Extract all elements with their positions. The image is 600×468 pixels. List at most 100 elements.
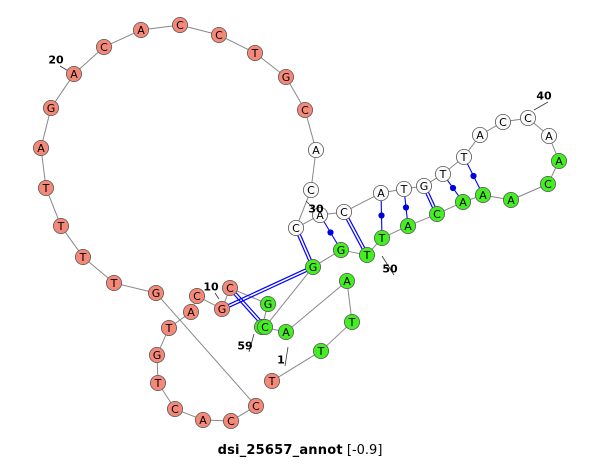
base-circle[interactable] [454, 193, 471, 210]
base-node[interactable]: A [454, 193, 471, 210]
base-node[interactable]: C [222, 412, 239, 429]
base-circle[interactable] [33, 139, 50, 156]
base-node[interactable]: T [246, 45, 263, 62]
base-node[interactable]: C [540, 175, 557, 192]
base-node[interactable]: T [38, 179, 55, 196]
base-node[interactable]: C [296, 102, 313, 119]
base-node[interactable]: A [474, 186, 491, 203]
base-circle[interactable] [38, 179, 55, 196]
base-circle[interactable] [358, 246, 375, 263]
base-node[interactable]: A [541, 127, 558, 144]
base-node[interactable]: G [148, 346, 165, 363]
base-node[interactable]: T [395, 180, 412, 197]
base-node[interactable]: C [166, 400, 183, 417]
base-node[interactable]: A [132, 21, 149, 38]
base-node[interactable]: C [256, 318, 273, 335]
base-node[interactable]: G [259, 295, 276, 312]
base-circle[interactable] [541, 127, 558, 144]
base-node[interactable]: G [277, 69, 294, 86]
base-node[interactable]: A [372, 184, 389, 201]
base-node[interactable]: C [188, 287, 205, 304]
base-circle[interactable] [399, 217, 416, 234]
base-node[interactable]: A [338, 272, 355, 289]
base-circle[interactable] [263, 372, 280, 389]
base-circle[interactable] [474, 186, 491, 203]
base-node[interactable]: A [277, 323, 294, 340]
base-node[interactable]: A [471, 127, 488, 144]
base-circle[interactable] [149, 374, 166, 391]
base-node[interactable]: G [415, 177, 432, 194]
base-node[interactable]: T [358, 246, 375, 263]
base-circle[interactable] [307, 141, 324, 158]
base-circle[interactable] [171, 16, 188, 33]
base-circle[interactable] [160, 319, 177, 336]
base-node[interactable]: C [494, 114, 511, 131]
base-circle[interactable] [540, 175, 557, 192]
base-node[interactable]: T [106, 274, 123, 291]
base-node[interactable]: T [343, 313, 360, 330]
base-node[interactable]: A [307, 141, 324, 158]
base-node[interactable]: G [147, 284, 164, 301]
base-circle[interactable] [520, 110, 537, 127]
base-node[interactable]: C [221, 279, 238, 296]
base-node[interactable]: T [75, 248, 92, 265]
base-circle[interactable] [277, 323, 294, 340]
base-circle[interactable] [277, 69, 294, 86]
base-circle[interactable] [373, 229, 390, 246]
base-circle[interactable] [247, 397, 264, 414]
base-node[interactable]: G [43, 100, 60, 117]
base-circle[interactable] [343, 313, 360, 330]
base-circle[interactable] [188, 287, 205, 304]
base-circle[interactable] [302, 181, 319, 198]
base-node[interactable]: T [373, 229, 390, 246]
base-node[interactable]: A [182, 303, 199, 320]
base-circle[interactable] [304, 258, 321, 275]
base-circle[interactable] [434, 165, 451, 182]
base-node[interactable]: T [455, 148, 472, 165]
base-node[interactable]: T [312, 342, 329, 359]
base-node[interactable]: C [520, 110, 537, 127]
base-circle[interactable] [246, 45, 263, 62]
base-circle[interactable] [312, 342, 329, 359]
base-node[interactable]: T [263, 372, 280, 389]
base-circle[interactable] [222, 412, 239, 429]
base-circle[interactable] [287, 219, 304, 236]
base-circle[interactable] [311, 206, 328, 223]
base-circle[interactable] [194, 411, 211, 428]
base-circle[interactable] [551, 152, 568, 169]
base-circle[interactable] [166, 400, 183, 417]
base-circle[interactable] [106, 274, 123, 291]
base-circle[interactable] [338, 272, 355, 289]
base-circle[interactable] [96, 39, 113, 56]
base-node[interactable]: A [33, 139, 50, 156]
base-node[interactable]: T [160, 319, 177, 336]
base-node[interactable]: G [332, 241, 349, 258]
base-circle[interactable] [502, 191, 519, 208]
base-circle[interactable] [415, 177, 432, 194]
base-node[interactable]: A [194, 411, 211, 428]
base-node[interactable]: C [335, 203, 352, 220]
base-circle[interactable] [66, 66, 83, 83]
base-circle[interactable] [43, 100, 60, 117]
base-node[interactable]: C [171, 16, 188, 33]
base-node[interactable]: C [210, 26, 227, 43]
base-circle[interactable] [147, 284, 164, 301]
base-circle[interactable] [132, 21, 149, 38]
base-circle[interactable] [259, 295, 276, 312]
base-node[interactable]: A [502, 191, 519, 208]
base-node[interactable]: A [66, 66, 83, 83]
base-circle[interactable] [210, 26, 227, 43]
base-circle[interactable] [182, 303, 199, 320]
base-node[interactable]: C [428, 205, 445, 222]
base-node[interactable]: C [287, 219, 304, 236]
base-circle[interactable] [53, 217, 70, 234]
base-node[interactable]: C [96, 39, 113, 56]
base-circle[interactable] [75, 248, 92, 265]
base-node[interactable]: A [399, 217, 416, 234]
base-node[interactable]: G [213, 300, 230, 317]
base-circle[interactable] [455, 148, 472, 165]
base-circle[interactable] [395, 180, 412, 197]
base-node[interactable]: T [149, 374, 166, 391]
base-node[interactable]: G [304, 258, 321, 275]
base-circle[interactable] [256, 318, 273, 335]
